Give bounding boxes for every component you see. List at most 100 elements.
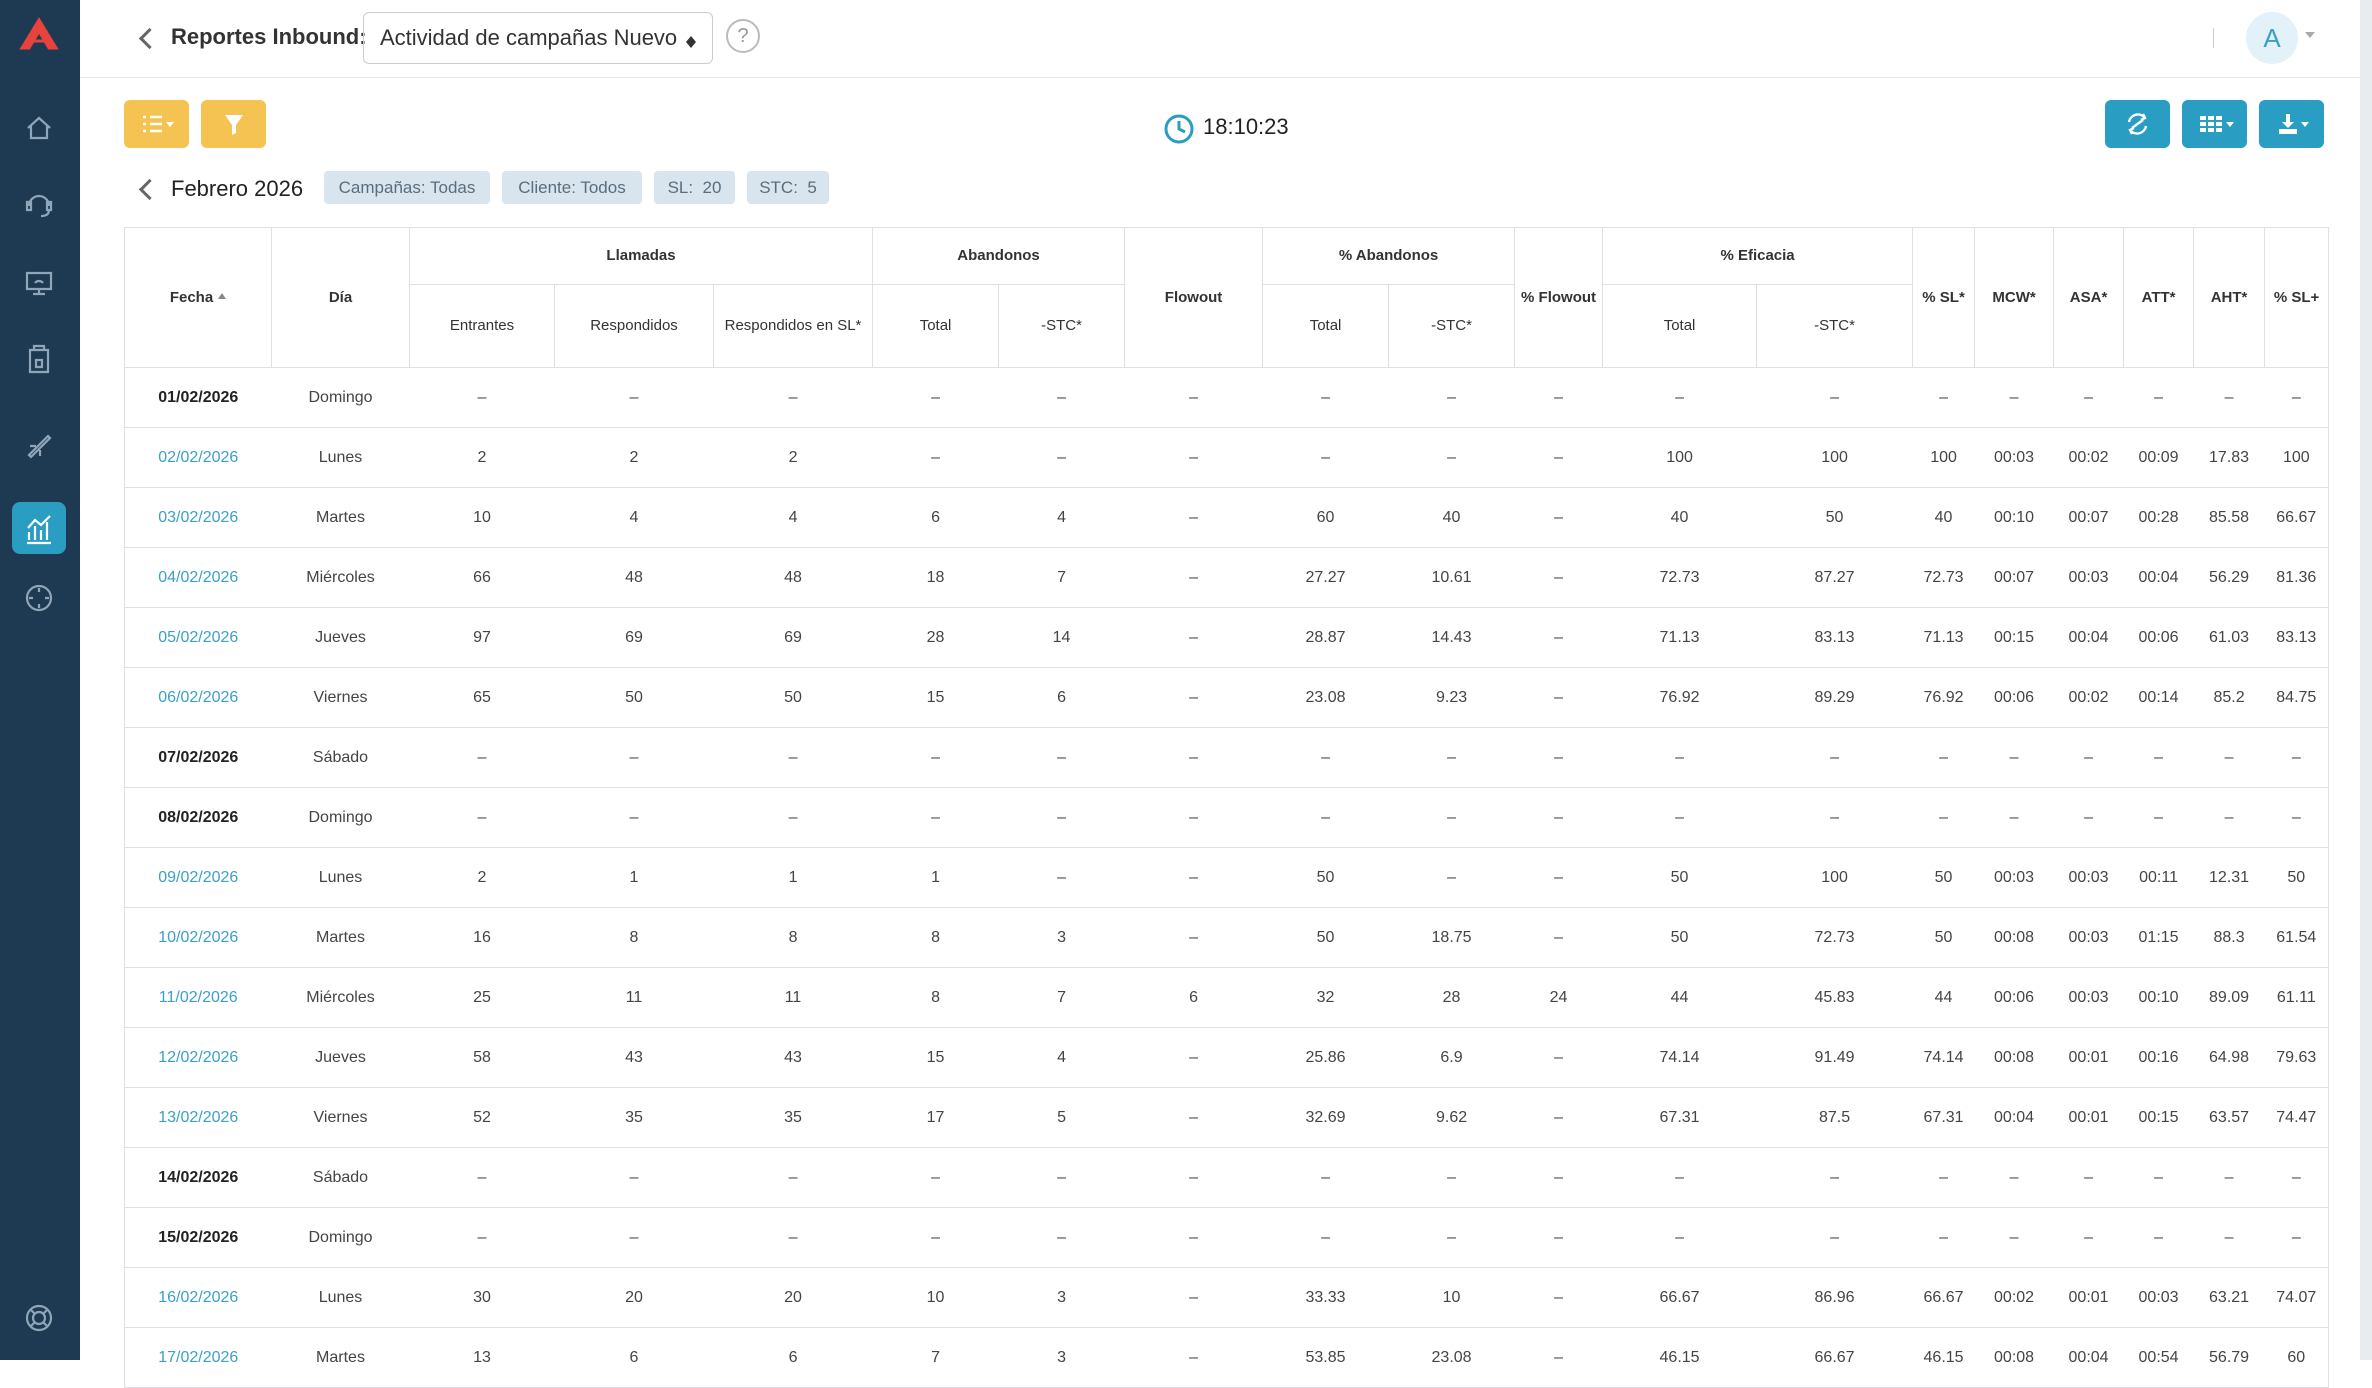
help-button[interactable]: ? [726, 19, 760, 53]
date-cell[interactable]: 16/02/2026 [124, 1267, 272, 1328]
column-header: ASA* [2053, 227, 2125, 368]
column-header: AHT* [2193, 227, 2266, 368]
table-cell: 00:07 [1974, 547, 2054, 608]
table-cell: – [1974, 367, 2054, 428]
table-cell: – [1912, 727, 1975, 788]
date-cell[interactable]: 06/02/2026 [124, 667, 272, 728]
table-cell: – [409, 1147, 555, 1208]
table-head: Fecha Día Llamadas Abandonos Flowout% Abando… [124, 227, 2330, 368]
table-cell: 85.58 [2193, 487, 2265, 548]
nav-support[interactable] [25, 194, 53, 218]
column-header: Abandonos [872, 227, 1126, 285]
table-cell: 2 [409, 847, 555, 908]
table-cell: 6 [554, 1327, 714, 1388]
table-cell: – [1124, 1027, 1263, 1088]
table-body: 01/02/2026 Domingo – – – – – – – – – – – – – – – – –02/02/… [124, 367, 2329, 1388]
table-cell: – [2193, 1147, 2265, 1208]
report-select[interactable]: Actividad de campañas Nuevo [363, 12, 713, 64]
table-cell: – [1514, 727, 1603, 788]
sidebar [0, 0, 80, 1360]
date-cell[interactable]: 09/02/2026 [124, 847, 272, 908]
table-cell: 66.67 [1912, 1267, 1975, 1328]
back-button[interactable] [138, 27, 161, 50]
table-cell: 66.67 [2264, 487, 2329, 548]
table-cell: – [1262, 427, 1389, 488]
nav-home[interactable] [27, 116, 51, 140]
date-cell[interactable]: 03/02/2026 [124, 487, 272, 548]
table-cell: – [1388, 787, 1515, 848]
table-cell: 14 [998, 607, 1125, 668]
nav-help[interactable] [25, 1304, 53, 1332]
table-cell: 9.23 [1388, 667, 1515, 728]
nav-tools[interactable] [27, 434, 52, 459]
table-cell: 8 [872, 907, 999, 968]
table-cell: 00:10 [1974, 487, 2054, 548]
date-cell[interactable]: 04/02/2026 [124, 547, 272, 608]
table-cell: 00:03 [1974, 847, 2054, 908]
table-cell: 58 [409, 1027, 555, 1088]
date-cell[interactable]: 05/02/2026 [124, 607, 272, 668]
date-cell[interactable]: 02/02/2026 [124, 427, 272, 488]
table-cell: 85.2 [2193, 667, 2265, 728]
nav-settings[interactable] [25, 584, 53, 612]
table-cell: – [1262, 1147, 1389, 1208]
period-back[interactable] [138, 178, 161, 201]
nav-campaigns[interactable] [28, 344, 50, 374]
table-cell: – [1974, 727, 2054, 788]
columns-button[interactable] [2182, 100, 2247, 148]
table-cell: – [872, 787, 999, 848]
date-cell: 07/02/2026 [124, 727, 272, 788]
table-cell: – [1388, 847, 1515, 908]
refresh-icon [2127, 113, 2148, 135]
table-cell: 50 [713, 667, 873, 728]
date-cell[interactable]: 11/02/2026 [124, 967, 272, 1028]
scrollbar [2360, 0, 2372, 1360]
table-cell: 27.27 [1262, 547, 1389, 608]
table-cell: – [713, 1147, 873, 1208]
filter-button[interactable] [201, 100, 266, 148]
table-row: 12/02/2026 Jueves 58 43 43 15 4–25.86 6.9–74.14… [124, 1027, 2329, 1088]
date-cell[interactable]: 12/02/2026 [124, 1027, 272, 1088]
avatar-caret[interactable] [2305, 32, 2315, 43]
user-avatar[interactable]: A [2246, 12, 2298, 64]
table-cell: – [2053, 367, 2124, 428]
filter-icon [225, 115, 243, 135]
table-cell: 25 [409, 967, 555, 1028]
table-row: 15/02/2026 Domingo – – – – – – – – – – – – – – – – – [124, 1207, 2329, 1268]
table-cell: – [998, 1147, 1125, 1208]
column-subheader: Entrantes [409, 284, 555, 368]
nav-monitor[interactable] [25, 271, 53, 296]
table-cell: 2 [713, 427, 873, 488]
logo[interactable] [19, 17, 59, 50]
table-cell: Miércoles [271, 547, 410, 608]
column-subheader: Respondidos en SL* [712, 284, 874, 368]
page-title: Reportes Inbound: [171, 24, 367, 49]
date-cell[interactable]: 13/02/2026 [124, 1087, 272, 1148]
column-header[interactable]: Fecha [124, 227, 272, 368]
table-cell: 00:04 [2123, 547, 2194, 608]
list-button[interactable] [124, 100, 189, 148]
table-cell: 60 [1262, 487, 1389, 548]
table-cell: 17.83 [2193, 427, 2265, 488]
table-cell: – [872, 727, 999, 788]
date-cell[interactable]: 10/02/2026 [124, 907, 272, 968]
table-cell: 12.31 [2193, 847, 2265, 908]
table-cell: 66.67 [1602, 1267, 1757, 1328]
refresh-button[interactable] [2105, 100, 2170, 148]
table-cell: 61.11 [2264, 967, 2329, 1028]
table-cell: 66 [409, 547, 555, 608]
table-cell: – [2264, 787, 2329, 848]
table-cell: – [554, 367, 714, 428]
table-cell: – [1514, 607, 1603, 668]
date-cell[interactable]: 17/02/2026 [124, 1327, 272, 1388]
header-row: Entrantes Respondidos Respondidos en SL* To… [125, 284, 2329, 368]
table-cell: 50 [554, 667, 714, 728]
table-cell: 46.15 [1912, 1327, 1975, 1388]
filter-chip: SL: 20 [654, 171, 735, 204]
table-cell: – [2193, 367, 2265, 428]
nav-reports-active[interactable] [12, 502, 66, 554]
download-button[interactable] [2259, 100, 2324, 148]
table-cell: 00:09 [2123, 427, 2194, 488]
column-subheader: -STC* [1756, 284, 1914, 368]
table-cell: 00:01 [2053, 1087, 2124, 1148]
